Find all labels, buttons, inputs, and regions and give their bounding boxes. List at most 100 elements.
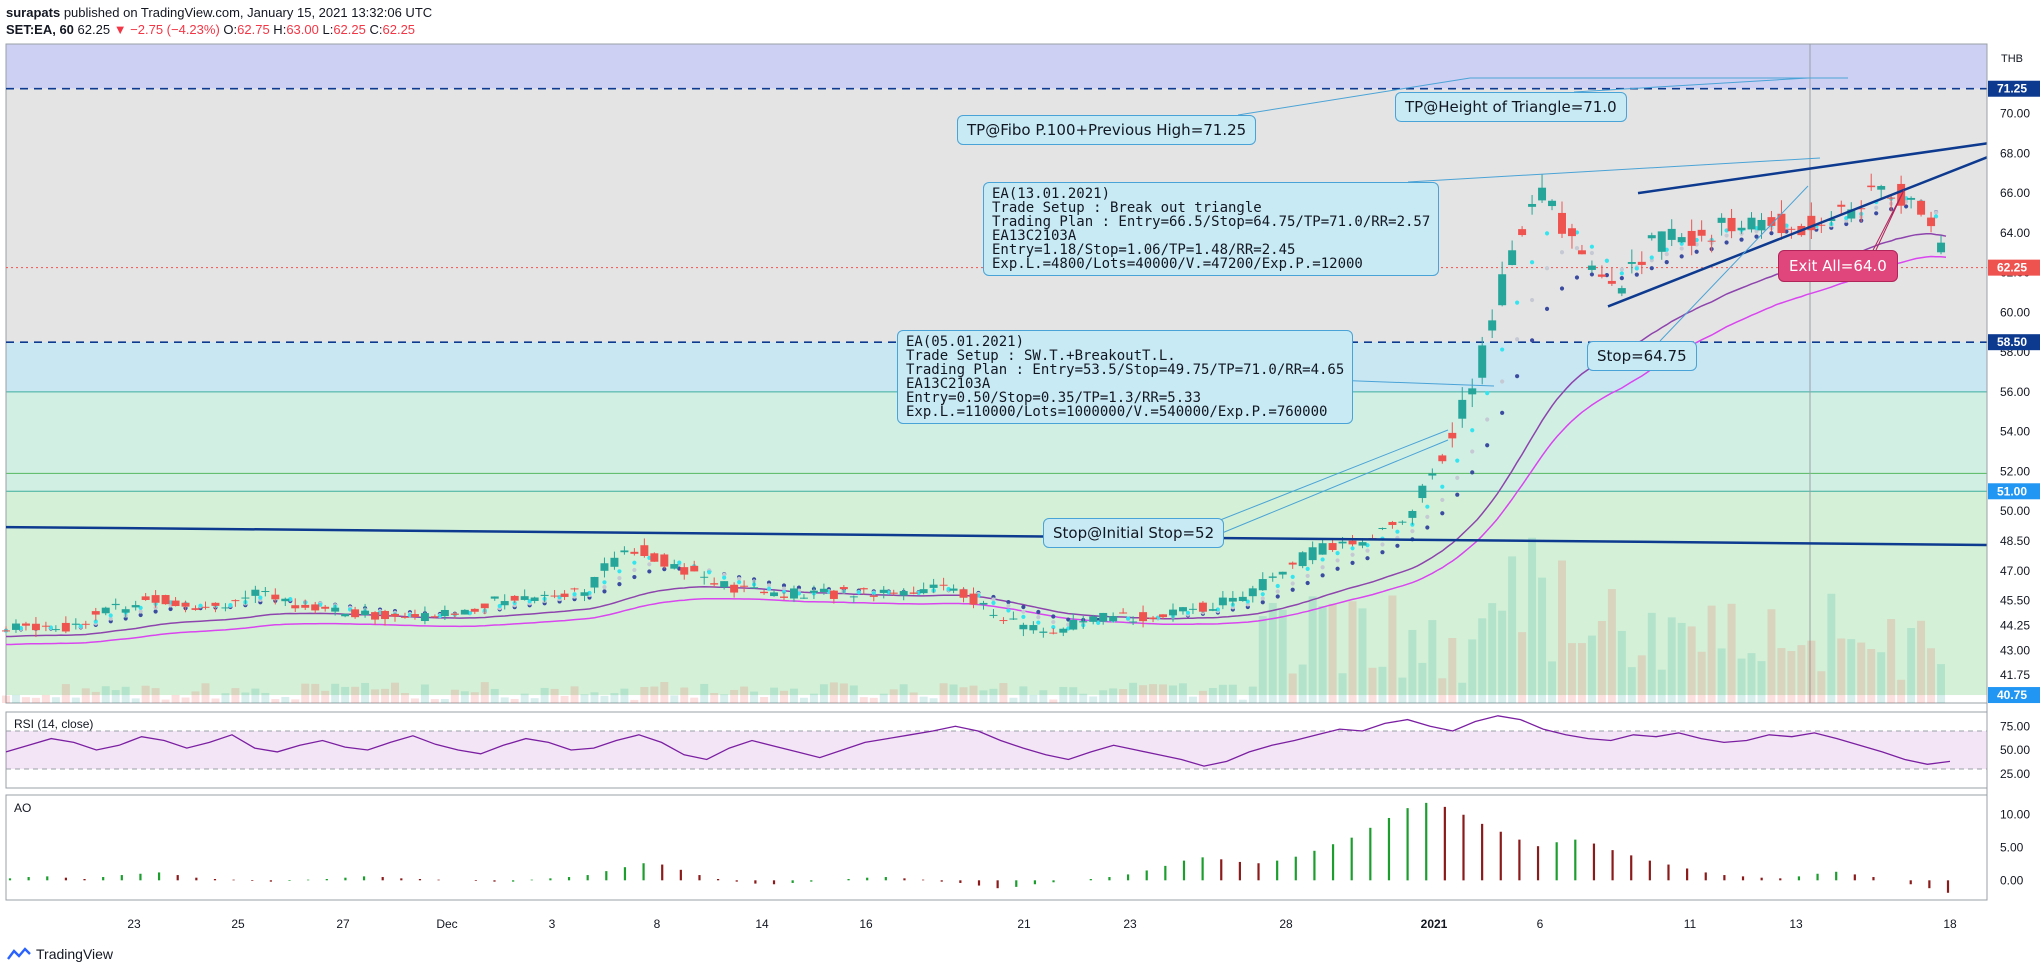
- ma-dots-grey: [1574, 246, 1580, 251]
- candle-body: [101, 607, 110, 614]
- ao-tick-label: 0.00: [2000, 873, 2024, 887]
- candle-body: [1567, 228, 1576, 237]
- candle-body: [939, 584, 948, 586]
- candle-body: [71, 623, 80, 625]
- volume-bar: [321, 690, 330, 703]
- price-tick-label: 54.00: [2000, 425, 2030, 439]
- candle-body: [1218, 597, 1227, 606]
- price-tick-label: 47.00: [2000, 564, 2030, 578]
- volume-bar: [1109, 688, 1118, 703]
- symbol-label[interactable]: SET:EA, 60: [6, 22, 74, 37]
- candle-body: [391, 613, 399, 617]
- ma-dots-grey: [1544, 266, 1550, 271]
- volume-bar: [1139, 685, 1148, 703]
- ma-dots-navy: [617, 582, 622, 587]
- callout-ea-0113[interactable]: EA(13.01.2021) Trade Setup : Break out t…: [983, 182, 1440, 276]
- leader-tp-fibo: [1237, 77, 1848, 116]
- candle-body: [710, 583, 719, 585]
- volume-bar: [141, 685, 150, 703]
- volume-bar: [1458, 682, 1467, 703]
- footer-brand[interactable]: TradingView: [6, 946, 113, 962]
- volume-bar: [21, 697, 30, 703]
- candle-body: [1677, 237, 1686, 243]
- time-tick-label: 13: [1789, 917, 1803, 931]
- ma-dots-cyan: [1544, 231, 1550, 236]
- ma-dots-navy: [1500, 410, 1505, 415]
- candle-body: [1468, 388, 1477, 395]
- candle-body: [1308, 547, 1317, 561]
- volume-bar: [1837, 638, 1846, 703]
- author-name[interactable]: surapats: [6, 5, 61, 20]
- volume-bar: [600, 695, 609, 703]
- volume-bar: [530, 698, 539, 703]
- ma-dots-cyan: [737, 580, 742, 585]
- price-zone-0: [6, 44, 1987, 89]
- candle-body: [1617, 288, 1626, 294]
- candle-body: [1697, 229, 1706, 236]
- volume-bar: [1069, 687, 1078, 703]
- callout-exit-all[interactable]: Exit All=64.0: [1778, 250, 1898, 282]
- callout-stop-6475[interactable]: Stop=64.75: [1587, 341, 1697, 371]
- volume-bar: [1169, 685, 1177, 703]
- volume-bar: [1159, 684, 1168, 703]
- candle-body: [1657, 231, 1666, 252]
- volume-bar: [1857, 642, 1866, 703]
- ma-dots-grey: [602, 585, 607, 590]
- ma-dots-cyan: [991, 600, 996, 605]
- candle-body: [949, 588, 958, 591]
- candle-body: [1528, 203, 1537, 207]
- candle-body: [1478, 345, 1487, 378]
- volume-bar: [1567, 643, 1576, 703]
- volume-bar: [261, 692, 270, 703]
- ma-dots-navy: [1769, 231, 1774, 236]
- ma-dots-navy: [1006, 599, 1011, 605]
- candle-body: [520, 596, 529, 600]
- callout-ea-0105[interactable]: EA(05.01.2021) Trade Setup : SW.T.+Break…: [897, 330, 1354, 424]
- candle-body: [410, 614, 419, 617]
- ma-dots-cyan: [1589, 244, 1595, 249]
- ma-dots-navy: [1320, 573, 1325, 578]
- candle-body: [171, 600, 180, 607]
- candle-body: [740, 585, 749, 587]
- ma-dots-cyan: [1395, 529, 1400, 534]
- volume-bar: [710, 693, 719, 703]
- volume-bar: [939, 683, 948, 703]
- candle-body: [440, 609, 449, 617]
- ma-dots-cyan: [1649, 255, 1654, 260]
- candle-body: [1907, 197, 1916, 200]
- volume-bar: [1298, 664, 1307, 703]
- leader-stop-initial-1: [1204, 429, 1449, 527]
- candle-body: [1787, 228, 1796, 230]
- volume-bar: [1238, 699, 1247, 703]
- ma-dots-grey: [1874, 205, 1879, 210]
- candle-body: [1268, 576, 1277, 578]
- ma-dots-cyan: [1455, 458, 1460, 463]
- time-tick-label: 21: [1017, 917, 1031, 931]
- ma-dots-grey: [1036, 615, 1041, 620]
- callout-stop-initial[interactable]: Stop@Initial Stop=52: [1043, 518, 1225, 548]
- volume-bar: [650, 686, 659, 703]
- candle-body: [809, 590, 818, 593]
- ao-pane: 10.00 5.00 0.00: [5, 794, 2030, 901]
- ma-dots-cyan: [1320, 557, 1325, 562]
- ma-dots-grey: [1410, 529, 1415, 534]
- candle-body: [570, 588, 579, 590]
- candle-body: [1238, 596, 1247, 602]
- candle-body: [1358, 542, 1367, 546]
- candle-body: [51, 629, 60, 631]
- callout-tp-height[interactable]: TP@Height of Triangle=71.0: [1395, 92, 1627, 122]
- volume-bar: [1029, 694, 1038, 703]
- volume-bar: [341, 686, 350, 703]
- ma-dots-grey: [1006, 603, 1011, 608]
- candle-body: [291, 605, 300, 609]
- ma-dots-grey: [1290, 581, 1295, 586]
- candle-body: [610, 557, 619, 567]
- time-tick-label: 27: [336, 917, 350, 931]
- candle-body: [301, 604, 310, 608]
- callout-tp-fibo[interactable]: TP@Fibo P.100+Previous High=71.25: [957, 115, 1257, 145]
- ma-dots-navy: [1724, 240, 1729, 245]
- ma-dots-navy: [1679, 254, 1684, 259]
- ma-dots-navy: [1036, 609, 1041, 615]
- candle-body: [859, 588, 868, 590]
- volume-bar: [1119, 689, 1128, 703]
